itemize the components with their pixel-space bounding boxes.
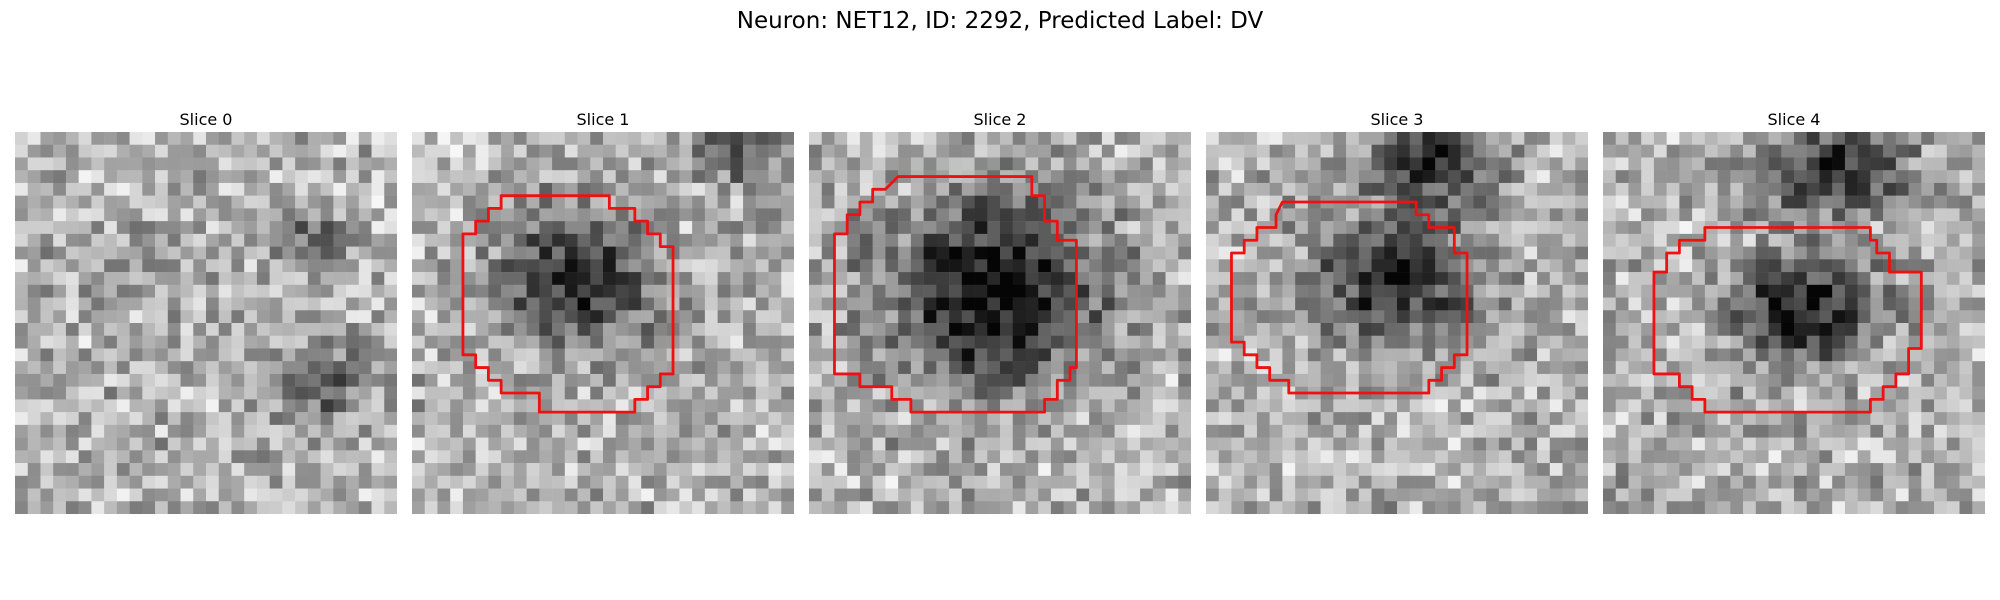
slice-image-2	[809, 132, 1191, 514]
slice-image-3	[1206, 132, 1588, 514]
slice-panel-4: Slice 4	[1603, 108, 1985, 514]
slice-panel-0: Slice 0	[15, 108, 397, 514]
slice-panel-3: Slice 3	[1206, 108, 1588, 514]
figure-title: Neuron: NET12, ID: 2292, Predicted Label…	[736, 8, 1264, 34]
slice-title-0: Slice 0	[179, 110, 233, 129]
slice-title-3: Slice 3	[1370, 110, 1424, 129]
slice-panel-2: Slice 2	[809, 108, 1191, 514]
slice-image-1	[412, 132, 794, 514]
cell-contour-2	[833, 175, 1078, 414]
cell-contour-3	[1230, 200, 1469, 395]
cell-contour-4	[1652, 226, 1923, 414]
slice-image-4	[1603, 132, 1985, 514]
slice-panel-1: Slice 1	[412, 108, 794, 514]
slice-title-4: Slice 4	[1767, 110, 1821, 129]
slice-title-1: Slice 1	[576, 110, 630, 129]
slice-image-0	[15, 132, 397, 514]
cell-contour-1	[461, 194, 675, 414]
slice-title-2: Slice 2	[973, 110, 1027, 129]
